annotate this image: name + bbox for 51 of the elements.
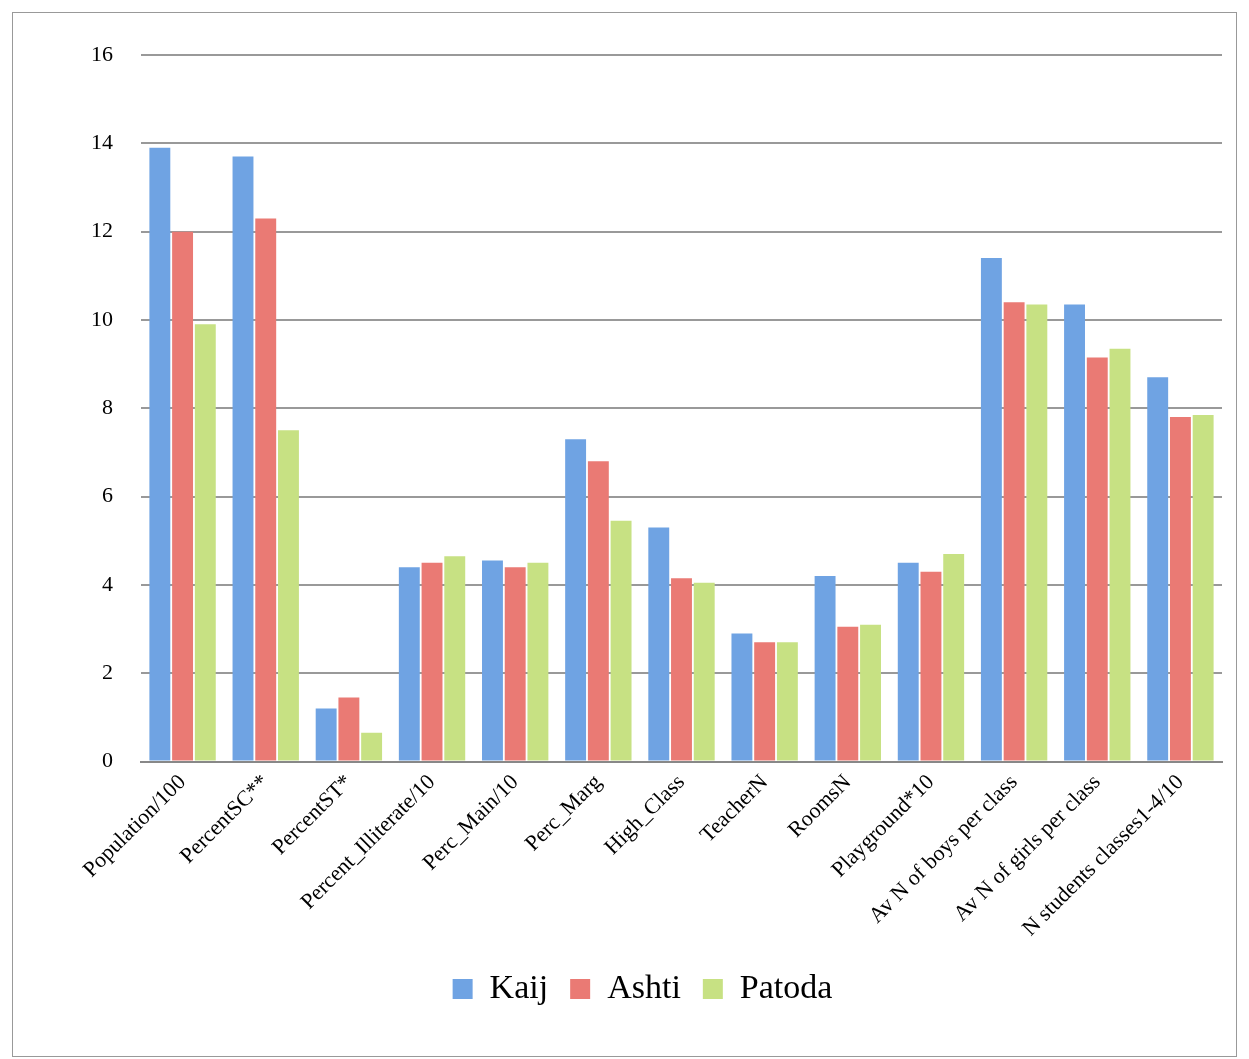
- bar: [1026, 304, 1048, 761]
- bar: [897, 562, 919, 761]
- bar: [814, 576, 836, 761]
- bar: [398, 567, 420, 761]
- bar: [194, 324, 216, 761]
- legend-label: Patoda: [739, 967, 833, 1005]
- bar: [943, 553, 965, 761]
- y-tick-label: 8: [102, 394, 113, 420]
- bar: [1086, 357, 1108, 761]
- bar: [338, 697, 360, 761]
- legend-label: Ashti: [607, 967, 681, 1005]
- y-tick-label: 12: [91, 217, 113, 243]
- bar: [648, 527, 670, 761]
- bar: [731, 633, 753, 761]
- bar: [361, 732, 383, 761]
- bar: [565, 439, 587, 761]
- bar: [1109, 348, 1131, 761]
- bar: [980, 258, 1002, 761]
- bar: [149, 147, 171, 761]
- bar: [610, 520, 632, 761]
- y-tick-label: 10: [91, 305, 113, 331]
- bar: [255, 218, 277, 761]
- bar: [482, 560, 503, 761]
- bar: [587, 461, 609, 761]
- bar: [278, 430, 299, 761]
- bar: [776, 642, 798, 761]
- bar: [444, 556, 466, 761]
- bar: [860, 624, 881, 761]
- bar: [527, 562, 549, 761]
- y-tick-label: 0: [102, 747, 113, 773]
- bar: [1192, 414, 1214, 761]
- bar: [837, 626, 859, 761]
- y-tick-label: 6: [102, 482, 113, 508]
- bar: [920, 571, 942, 761]
- bar: [315, 708, 337, 761]
- bar: [421, 562, 443, 761]
- bar: [1147, 377, 1169, 761]
- y-tick-label: 16: [91, 40, 113, 66]
- legend-label: Kaij: [489, 967, 549, 1005]
- y-tick-label: 2: [102, 658, 113, 684]
- bar: [754, 642, 776, 761]
- bar: [232, 156, 254, 761]
- bar: [1003, 302, 1025, 761]
- bar: [172, 231, 194, 761]
- bar: [1064, 304, 1085, 761]
- y-tick-label: 14: [91, 129, 113, 155]
- y-tick-label: 4: [102, 570, 113, 596]
- bar: [671, 578, 692, 761]
- bar: [1169, 417, 1191, 761]
- bar: [693, 582, 715, 761]
- bar: [504, 567, 526, 761]
